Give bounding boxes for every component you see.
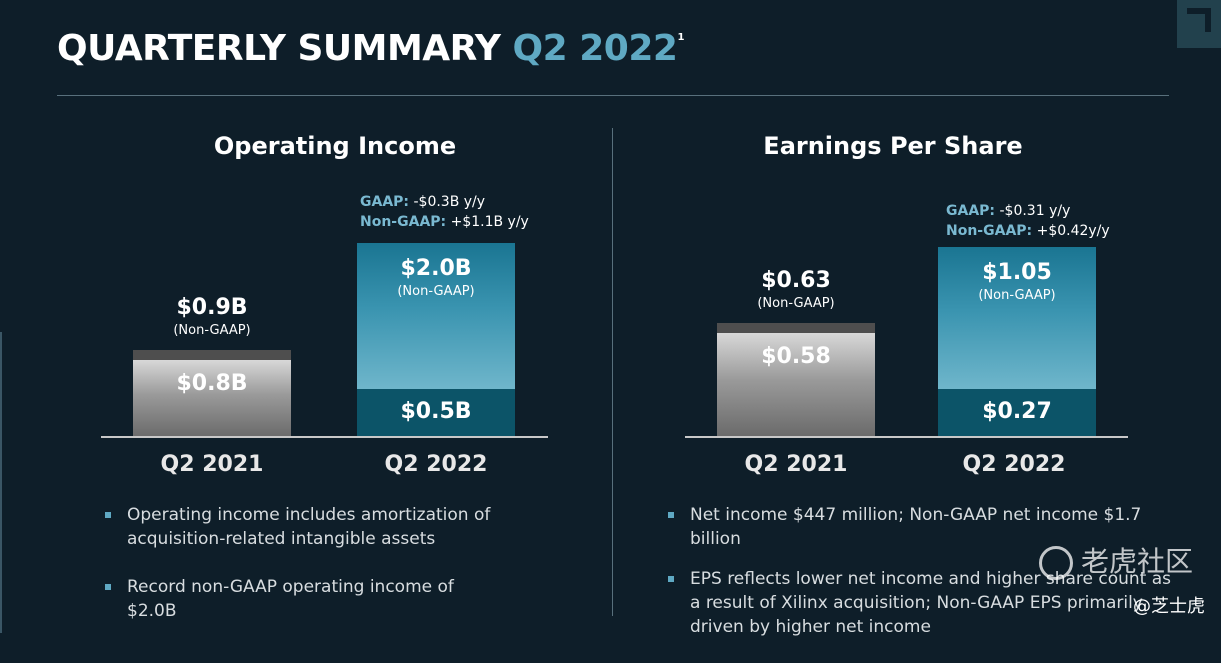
gaap-key: GAAP: — [360, 194, 410, 210]
nongaap-delta: +$1.1B y/y — [446, 214, 529, 230]
eps-q2-2021-gaap-label: $0.58 — [761, 344, 831, 369]
bullet-icon — [105, 512, 111, 518]
eps-q2-2022-nongaap-label: $1.05 — [982, 260, 1052, 285]
list-item: Operating income includes amortization o… — [105, 503, 495, 551]
bullet-icon — [105, 584, 111, 590]
gaap-key: GAAP: — [946, 203, 996, 219]
eps-xlabel-q2-2022: Q2 2022 — [962, 452, 1066, 477]
oi-baseline — [101, 436, 548, 438]
title-footnote: 1 — [677, 32, 684, 43]
oi-q2-2022-nongaap-note: (Non-GAAP) — [397, 284, 475, 299]
eps-q2-2021-nongaap-bar — [717, 323, 875, 333]
operating-income-title: Operating Income — [213, 132, 457, 160]
panel-divider — [612, 128, 613, 616]
oi-q2-2022-nongaap-bar — [357, 243, 515, 389]
page-title: QUARTERLY SUMMARY Q2 20221 — [57, 28, 684, 69]
watermark-text: 老虎社区 — [1080, 545, 1193, 578]
edge-line — [0, 332, 2, 633]
watermark-handle: @芝士虎 — [1133, 596, 1205, 617]
bullet-icon — [668, 512, 674, 518]
operating-income-deltas: GAAP: -$0.3B y/y Non-GAAP: +$1.1B y/y — [360, 192, 529, 232]
eps-bullets: Net income $447 million; Non-GAAP net in… — [668, 503, 1178, 663]
eps-q2-2022-gaap-label: $0.27 — [982, 399, 1052, 424]
watermark-logo-icon — [1038, 546, 1073, 580]
eps-q2-2021-gaap-bar — [717, 333, 875, 437]
gaap-delta: -$0.31 y/y — [995, 203, 1071, 219]
oi-q2-2021-nongaap-label: $0.9B — [176, 295, 248, 320]
list-item: Record non-GAAP operating income of $2.0… — [105, 575, 495, 623]
oi-q2-2021-gaap-label: $0.8B — [176, 371, 248, 396]
title-rule — [57, 95, 1169, 96]
eps-xlabel-q2-2021: Q2 2021 — [744, 452, 848, 477]
nongaap-delta: +$0.42y/y — [1032, 223, 1110, 239]
list-item: Net income $447 million; Non-GAAP net in… — [668, 503, 1178, 551]
logo-arrow-icon — [1187, 8, 1211, 32]
oi-xlabel-q2-2022: Q2 2022 — [384, 452, 488, 477]
title-main: QUARTERLY SUMMARY — [57, 28, 501, 69]
oi-q2-2022-nongaap-label: $2.0B — [400, 256, 472, 281]
eps-q2-2021-nongaap-label: $0.63 — [761, 268, 831, 293]
oi-q2-2021-gaap-bar — [133, 360, 291, 437]
nongaap-key: Non-GAAP: — [946, 223, 1033, 239]
eps-title: Earnings Per Share — [763, 132, 1023, 160]
watermark: 老虎社区 — [1038, 540, 1193, 580]
amd-logo — [1177, 0, 1221, 48]
oi-q2-2022-gaap-bar — [357, 389, 515, 437]
eps-q2-2022-nongaap-note: (Non-GAAP) — [978, 288, 1056, 303]
operating-income-bullets: Operating income includes amortization o… — [105, 503, 495, 647]
eps-q2-2022-gaap-bar — [938, 389, 1096, 437]
eps-deltas: GAAP: -$0.31 y/y Non-GAAP: +$0.42y/y — [946, 201, 1110, 241]
oi-xlabel-q2-2021: Q2 2021 — [160, 452, 264, 477]
gaap-delta: -$0.3B y/y — [409, 194, 486, 210]
eps-q2-2021-nongaap-note: (Non-GAAP) — [757, 296, 835, 311]
oi-q2-2021-nongaap-bar — [133, 350, 291, 360]
eps-q2-2022-nongaap-bar — [938, 247, 1096, 389]
title-accent: Q2 2022 — [512, 28, 678, 69]
oi-q2-2022-gaap-label: $0.5B — [400, 399, 472, 424]
eps-baseline — [685, 436, 1128, 438]
bullet-icon — [668, 576, 674, 582]
oi-q2-2021-nongaap-note: (Non-GAAP) — [173, 323, 251, 338]
nongaap-key: Non-GAAP: — [360, 214, 447, 230]
